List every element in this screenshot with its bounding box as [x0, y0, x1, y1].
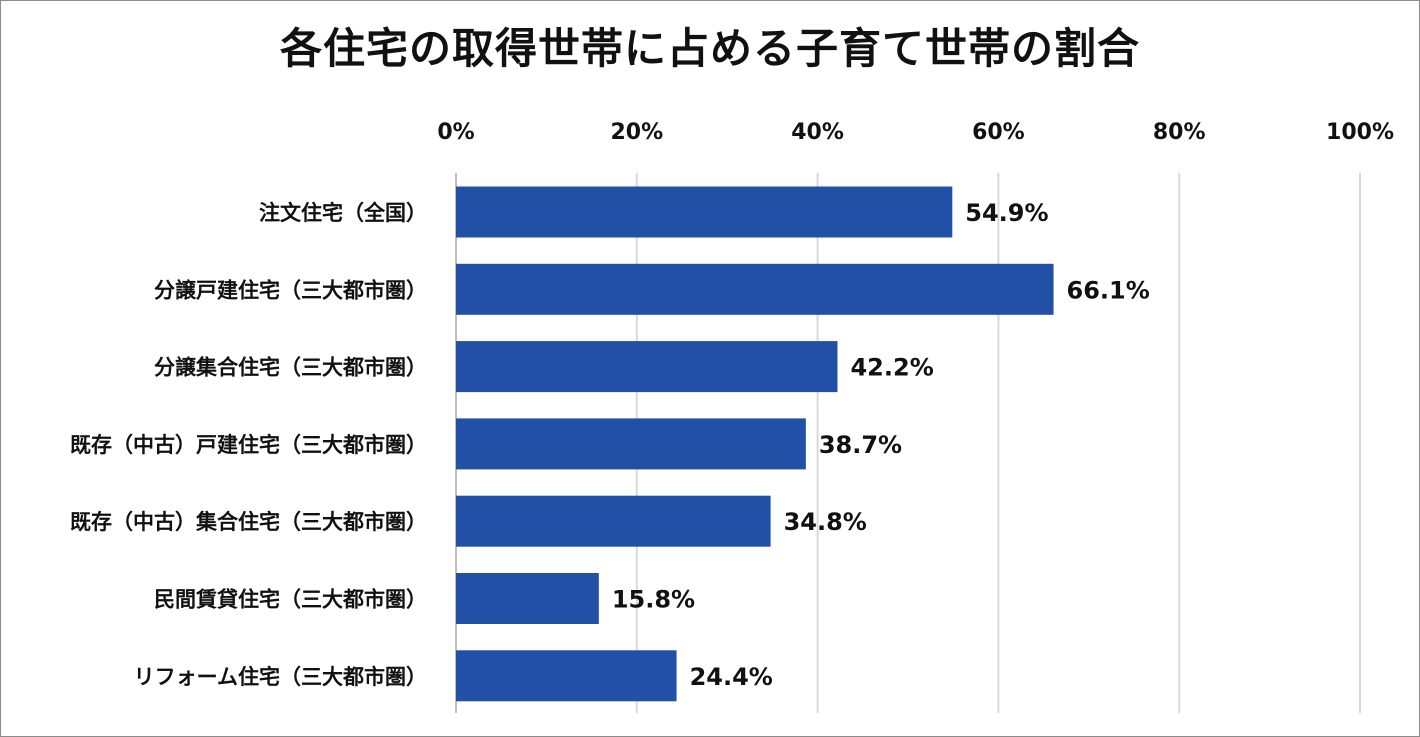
data-label: 54.9% [965, 199, 1048, 227]
category-label: リフォーム住宅（三大都市圏） [134, 665, 427, 689]
category-label: 注文住宅（全国） [259, 201, 427, 225]
bar [456, 495, 771, 547]
x-tick-label: 40% [791, 120, 844, 145]
category-label: 既存（中古）集合住宅（三大都市圏） [70, 510, 427, 534]
bar [456, 418, 806, 470]
category-label: 既存（中古）戸建住宅（三大都市圏） [70, 433, 427, 457]
bar [456, 186, 953, 238]
bar [456, 341, 838, 393]
chart-title: 各住宅の取得世帯に占める子育て世帯の割合 [279, 24, 1140, 73]
data-label: 34.8% [784, 508, 867, 536]
data-label: 42.2% [850, 354, 933, 382]
data-label: 24.4% [690, 663, 773, 691]
x-tick-label: 80% [1153, 120, 1206, 145]
bar [456, 650, 677, 702]
data-label: 38.7% [819, 431, 902, 459]
category-label: 民間賃貸住宅（三大都市圏） [154, 588, 427, 612]
x-tick-label: 20% [610, 120, 663, 145]
data-label: 15.8% [612, 586, 695, 614]
bar [456, 573, 599, 624]
data-label: 66.1% [1067, 276, 1150, 304]
category-label: 分譲戸建住宅（三大都市圏） [154, 278, 427, 302]
x-tick-label: 100% [1326, 120, 1394, 145]
category-label: 分譲集合住宅（三大都市圏） [154, 356, 427, 380]
x-tick-label: 60% [972, 120, 1025, 145]
bar [456, 263, 1054, 315]
x-tick-label: 0% [437, 120, 474, 145]
